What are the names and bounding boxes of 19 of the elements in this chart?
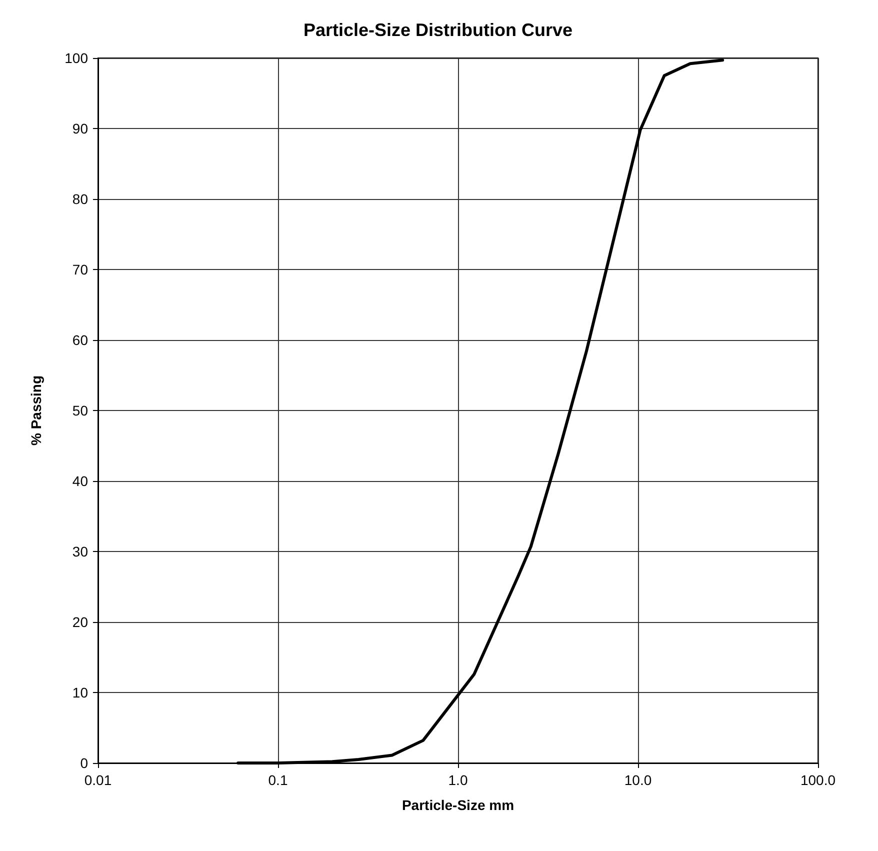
y-tick-label: 90 [72, 120, 88, 136]
y-tick-label: 100 [64, 50, 88, 66]
x-tick-label: 0.01 [84, 772, 112, 788]
y-tick-label: 50 [72, 402, 88, 418]
y-tick-label: 30 [72, 544, 88, 560]
x-tick-label: 10.0 [624, 772, 652, 788]
y-axis-title: % Passing [28, 375, 44, 446]
x-tick-label: 100.0 [800, 772, 836, 788]
x-axis-title: Particle-Size mm [402, 797, 514, 813]
y-tick-label: 60 [72, 332, 88, 348]
x-tick-label: 1.0 [448, 772, 468, 788]
y-tick-label: 70 [72, 262, 88, 278]
chart-title: Particle-Size Distribution Curve [303, 20, 573, 40]
y-tick-label: 20 [72, 614, 88, 630]
y-tick-label: 10 [72, 684, 88, 700]
y-tick-label: 0 [80, 755, 88, 771]
y-tick-label: 80 [72, 191, 88, 207]
y-tick-label: 40 [72, 473, 88, 489]
x-tick-label: 0.1 [268, 772, 288, 788]
